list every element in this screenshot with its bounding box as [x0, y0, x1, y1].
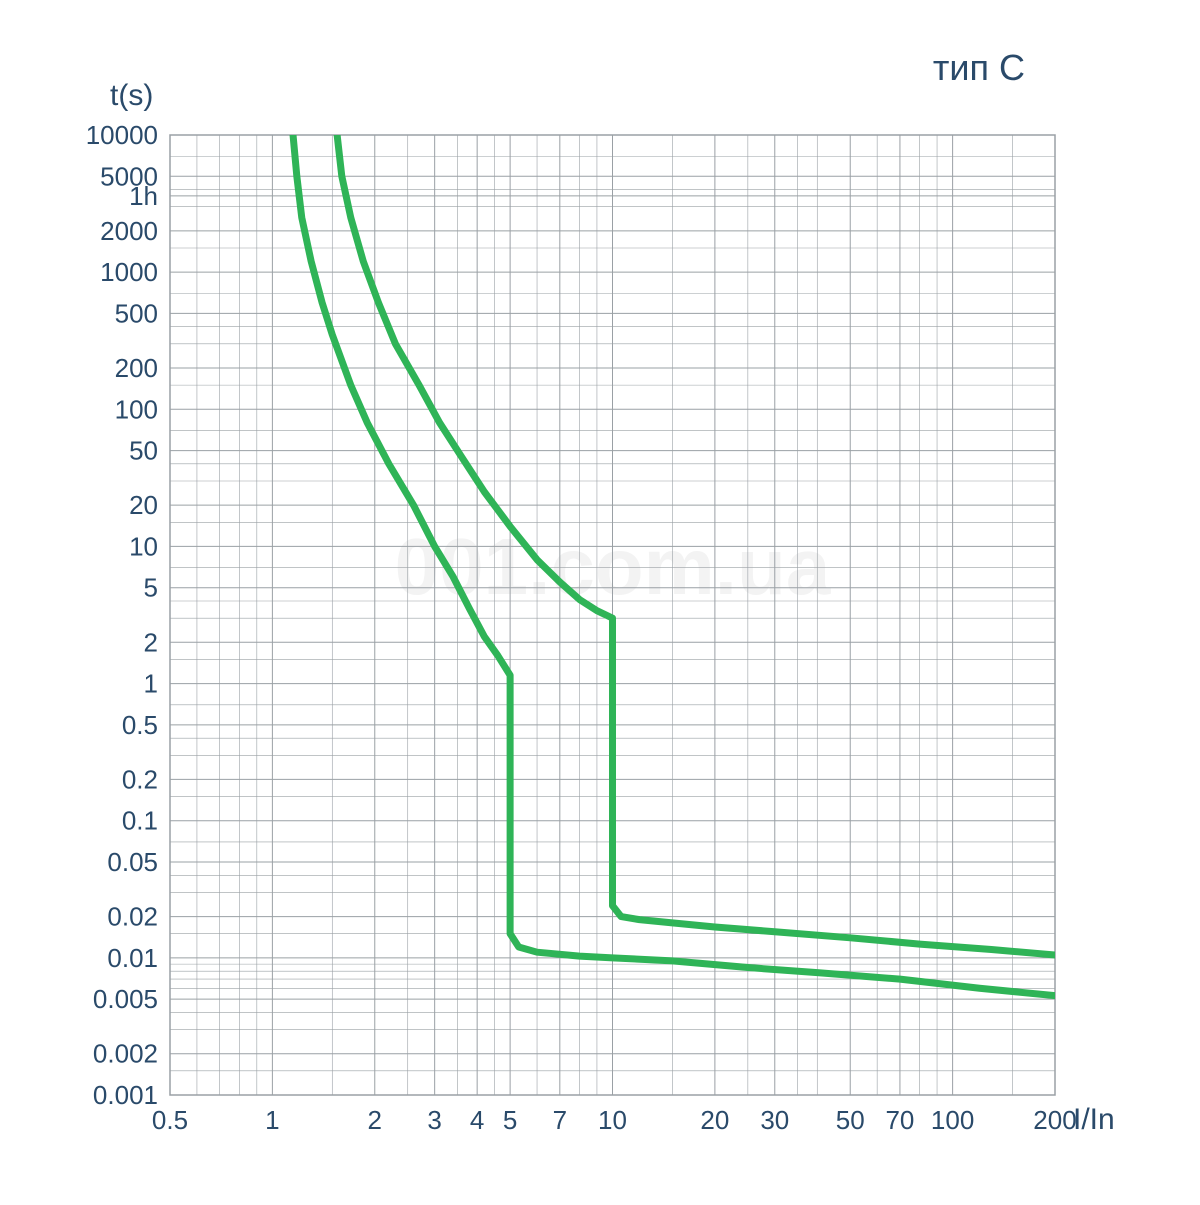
x-tick-label: 5: [503, 1105, 517, 1135]
x-tick-label: 4: [470, 1105, 484, 1135]
y-tick-label: 2: [144, 627, 158, 657]
x-axis-label: I/In: [1073, 1103, 1115, 1136]
y-tick-label: 0.2: [122, 764, 158, 794]
y-tick-label: 50: [129, 436, 158, 466]
y-tick-label: 5: [144, 573, 158, 603]
y-tick-label: 500: [115, 298, 158, 328]
y-tick-label: 10: [129, 531, 158, 561]
y-tick-label: 20: [129, 490, 158, 520]
x-tick-label: 3: [427, 1105, 441, 1135]
x-tick-label: 2: [368, 1105, 382, 1135]
y-tick-label: 1: [144, 669, 158, 699]
y-tick-label: 10000: [86, 120, 158, 150]
x-tick-label: 70: [885, 1105, 914, 1135]
chart-svg: 001.com.ua0.0010.0020.0050.010.020.050.1…: [0, 0, 1200, 1200]
y-tick-label: 1000: [100, 257, 158, 287]
x-tick-label: 30: [760, 1105, 789, 1135]
x-tick-label: 10: [598, 1105, 627, 1135]
x-tick-label: 7: [553, 1105, 567, 1135]
y-tick-label: 100: [115, 394, 158, 424]
x-tick-label: 20: [700, 1105, 729, 1135]
y-tick-label: 0.5: [122, 710, 158, 740]
y-tick-label: 5000: [100, 161, 158, 191]
y-tick-label: 0.005: [93, 984, 158, 1014]
x-tick-label: 50: [836, 1105, 865, 1135]
x-tick-label: 200: [1033, 1105, 1076, 1135]
y-tick-label: 200: [115, 353, 158, 383]
y-tick-label: 0.002: [93, 1039, 158, 1069]
x-tick-label: 1: [265, 1105, 279, 1135]
y-tick-label: 0.1: [122, 806, 158, 836]
y-tick-label: 0.05: [107, 847, 158, 877]
y-tick-label: 0.01: [107, 943, 158, 973]
y-axis-label: t(s): [110, 79, 153, 112]
x-tick-label: 100: [931, 1105, 974, 1135]
x-tick-label: 0.5: [152, 1105, 188, 1135]
chart-title: тип C: [933, 47, 1025, 88]
y-tick-label: 0.02: [107, 902, 158, 932]
y-tick-label: 2000: [100, 216, 158, 246]
y-tick-label: 0.001: [93, 1080, 158, 1110]
trip-curve-chart: 001.com.ua0.0010.0020.0050.010.020.050.1…: [0, 0, 1200, 1200]
